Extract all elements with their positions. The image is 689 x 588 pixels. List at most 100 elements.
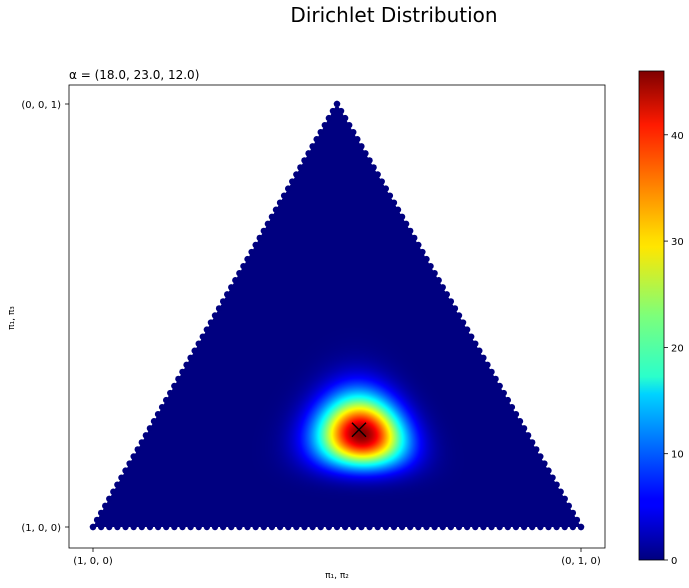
edge-point [89,523,97,531]
boundary-points [89,100,585,531]
edge-point [407,227,414,235]
edge-point [439,284,446,291]
edge-point [158,403,166,411]
edge-point [504,523,511,531]
edge-point [317,129,324,136]
edge-point [179,523,186,531]
edge-point [354,136,361,143]
edge-point [154,411,162,418]
x-tick-label: (1, 0, 0) [73,556,113,567]
edge-point [398,213,406,220]
edge-point [541,460,548,467]
edge-point [529,523,536,531]
edge-point [569,523,577,531]
edge-point [484,361,491,369]
edge-point [309,143,316,150]
edge-point [350,523,357,531]
edge-point [520,425,528,432]
edge-point [232,277,239,284]
edge-point [106,495,113,502]
edge-point [337,107,345,115]
edge-point [358,523,365,531]
edge-point [276,523,284,531]
edge-point [187,354,194,361]
mode-marker-stroke [351,422,367,438]
edge-point [350,129,357,136]
colorbar-gradient [638,70,665,561]
edge-point [215,305,223,312]
edge-point [260,227,267,235]
edge-point [171,382,178,390]
edge-point [472,340,479,347]
edge-point [309,523,316,531]
edge-point [545,523,552,531]
edge-point [553,523,560,531]
edge-point [122,467,129,474]
edge-point [179,368,186,376]
edge-point [569,509,577,517]
edge-point [252,523,259,531]
edge-point [333,523,341,531]
edge-point [114,523,121,531]
edge-point [419,248,426,256]
edge-point [264,220,272,228]
edge-point [329,107,337,115]
edge-point [362,150,369,157]
edge-point [407,523,414,531]
edge-point [236,523,243,531]
colorbar: 0 10 20 30 40 [638,70,684,567]
edge-point [431,523,438,531]
edge-point [447,523,455,531]
edge-point [529,439,536,446]
edge-point [557,488,564,495]
edge-point [496,523,503,531]
y-axis-label: π₁, π₃ [7,306,17,330]
edge-point [341,523,349,531]
edge-point [435,277,442,284]
edge-point [138,523,145,531]
edge-point [565,502,572,510]
edge-point [333,100,341,108]
edge-point [317,523,324,531]
edge-point [321,121,328,129]
edge-point [496,382,503,390]
edge-point [203,326,211,333]
edge-point [195,523,202,531]
edge-point [427,262,434,270]
edge-point [573,516,581,524]
edge-point [146,425,154,432]
edge-point [163,396,170,404]
edge-point [500,389,507,397]
x-axis-label: π₁, π₂ [325,571,349,581]
edge-point [480,523,487,531]
edge-point [374,523,381,531]
x-tick-label: (0, 1, 0) [561,556,601,567]
edge-point [224,291,231,298]
edge-point [122,523,129,531]
edge-point [468,333,475,340]
edge-point [411,234,418,242]
edge-point [390,199,398,206]
edge-point [459,319,467,326]
edge-point [203,523,211,531]
edge-point [150,418,158,425]
colorbar-tick-label: 20 [671,343,684,354]
edge-point [171,523,178,531]
edge-point [549,474,556,481]
edge-point [520,523,528,531]
edge-point [508,403,516,411]
edge-point [325,114,333,122]
edge-point [455,523,463,531]
edge-point [293,171,300,178]
edge-point [504,396,511,404]
y-tick-label: (0, 0, 1) [21,100,61,111]
edge-point [358,143,365,150]
edge-point [106,523,113,531]
edge-point [366,523,373,531]
edge-point [492,375,499,383]
edge-point [451,305,459,312]
edge-point [126,460,133,467]
edge-point [366,157,373,164]
axes-title: α = (18.0, 23.0, 12.0) [69,68,199,82]
edge-point [463,523,471,531]
